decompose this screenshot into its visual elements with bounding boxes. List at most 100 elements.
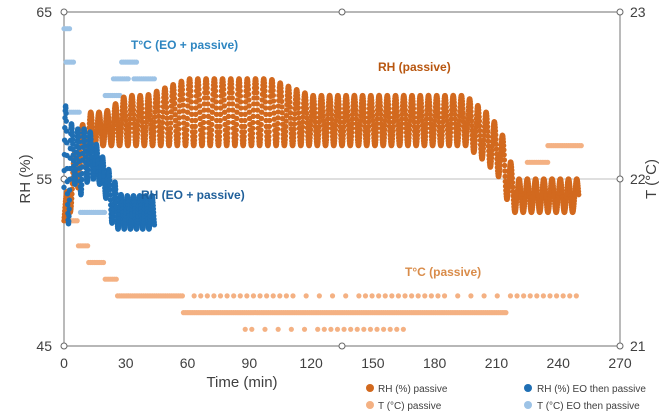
- data-point: [179, 91, 186, 97]
- data-point: [274, 126, 281, 132]
- data-point: [63, 105, 69, 111]
- series-t-passive: [63, 143, 584, 332]
- data-point: [135, 122, 141, 128]
- data-point: [282, 128, 289, 135]
- data-point: [208, 132, 214, 138]
- data-point: [216, 129, 223, 135]
- data-point: [497, 162, 503, 168]
- data-point: [262, 93, 268, 99]
- data-point: [147, 107, 153, 114]
- data-point: [402, 107, 408, 113]
- data-point: [329, 293, 336, 299]
- annotation-rh-passive: RH (passive): [378, 60, 451, 74]
- data-point: [195, 82, 202, 88]
- data-point: [485, 138, 491, 145]
- data-point: [167, 125, 174, 132]
- data-point: [172, 112, 178, 118]
- data-point: [139, 119, 146, 125]
- data-point: [225, 130, 231, 137]
- data-point: [369, 113, 376, 119]
- data-point: [205, 107, 211, 113]
- data-point: [291, 131, 297, 137]
- data-point: [419, 108, 425, 115]
- data-point: [441, 293, 448, 299]
- data-point: [155, 103, 161, 110]
- data-point: [88, 140, 94, 146]
- data-point: [361, 101, 367, 108]
- data-point: [167, 134, 173, 141]
- data-point: [477, 127, 483, 134]
- legend-marker: [524, 401, 532, 409]
- data-point: [196, 91, 202, 98]
- data-point: [114, 118, 121, 124]
- data-point: [224, 293, 230, 299]
- data-point: [216, 137, 222, 144]
- data-point: [155, 99, 161, 105]
- data-point: [159, 125, 166, 131]
- data-point: [553, 293, 560, 299]
- data-point: [439, 128, 446, 134]
- data-point: [183, 132, 190, 138]
- data-point: [168, 114, 174, 121]
- data-point: [217, 117, 223, 124]
- data-point: [340, 132, 346, 138]
- data-point: [472, 129, 479, 135]
- data-point: [279, 110, 285, 116]
- data-point: [151, 124, 157, 130]
- data-point: [402, 111, 409, 118]
- data-point: [493, 136, 499, 143]
- data-point: [229, 85, 235, 91]
- data-point: [155, 113, 162, 120]
- data-point: [455, 293, 461, 299]
- data-point: [254, 89, 260, 96]
- data-point: [398, 125, 405, 131]
- data-point: [299, 133, 305, 139]
- data-point: [275, 115, 281, 121]
- data-point: [332, 131, 338, 137]
- plot-frame: [60, 8, 624, 350]
- data-point: [275, 326, 281, 332]
- data-point: [228, 81, 235, 87]
- data-point: [168, 109, 174, 115]
- data-point: [184, 115, 191, 122]
- y-left-tick-label: 45: [36, 338, 52, 354]
- data-point: [192, 133, 198, 140]
- data-point: [113, 194, 119, 201]
- data-point: [180, 96, 186, 103]
- data-point: [287, 99, 293, 105]
- data-point: [415, 119, 421, 125]
- data-point: [204, 89, 211, 96]
- data-point: [439, 124, 446, 130]
- legend-marker: [366, 384, 374, 392]
- x-tick-label: 120: [299, 355, 323, 371]
- data-point: [238, 111, 244, 117]
- data-point: [142, 132, 149, 138]
- data-point: [472, 137, 478, 144]
- data-point: [122, 113, 129, 119]
- data-point: [443, 108, 450, 115]
- data-point: [472, 133, 479, 140]
- data-point: [175, 126, 182, 132]
- data-point: [451, 107, 458, 113]
- data-point: [365, 124, 372, 130]
- data-point: [315, 326, 321, 332]
- data-point: [345, 113, 351, 119]
- data-point: [130, 103, 136, 109]
- data-point: [415, 293, 421, 299]
- data-point: [278, 93, 285, 99]
- data-point: [485, 128, 491, 135]
- data-point: [341, 124, 347, 130]
- data-point: [435, 293, 441, 299]
- data-point: [249, 326, 255, 332]
- data-point: [431, 122, 438, 128]
- data-point: [493, 141, 499, 147]
- data-point: [452, 111, 458, 118]
- data-point: [147, 103, 153, 109]
- data-point: [365, 128, 371, 134]
- data-point: [321, 326, 327, 332]
- data-point: [494, 293, 500, 299]
- data-point: [237, 88, 243, 94]
- data-point: [123, 117, 129, 124]
- data-point: [85, 243, 91, 249]
- data-point: [66, 218, 72, 224]
